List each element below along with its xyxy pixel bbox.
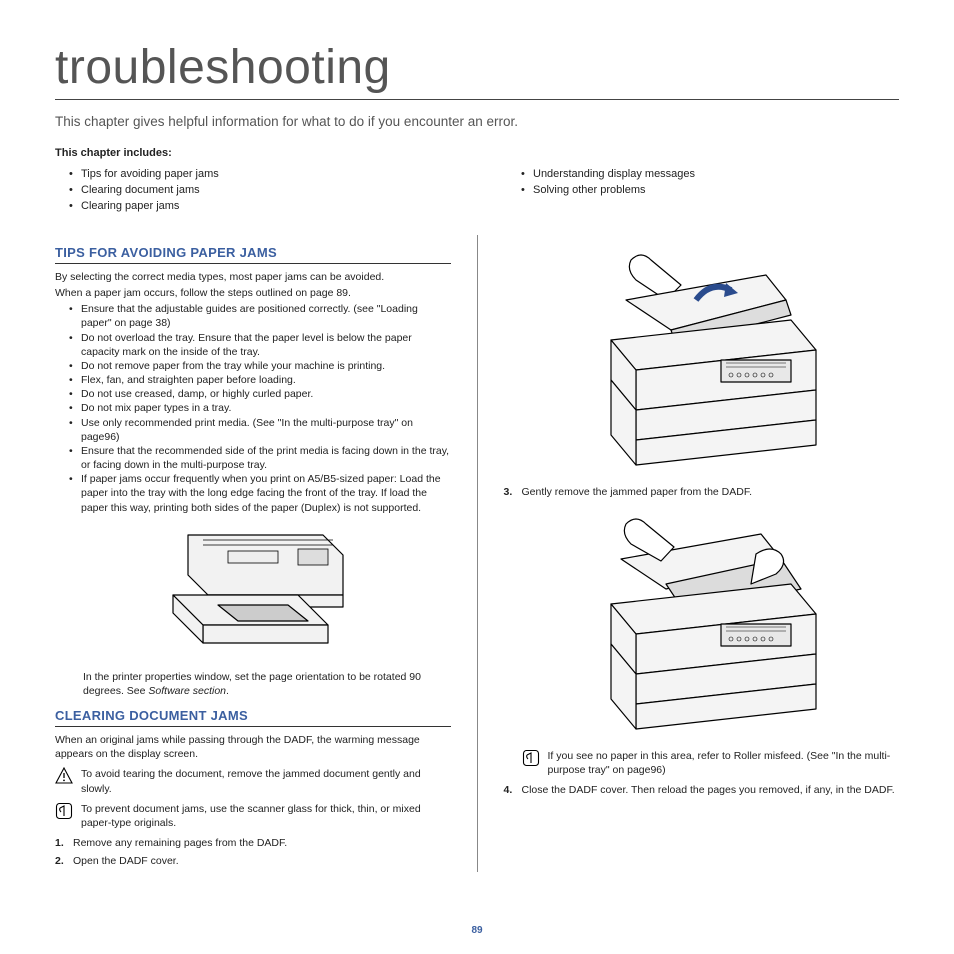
toc-col-left: Tips for avoiding paper jams Clearing do… [55,167,447,215]
info-text: To prevent document jams, use the scanne… [81,802,451,830]
toc-item: Understanding display messages [521,167,899,183]
left-column: TIPS FOR AVOIDING PAPER JAMS By selectin… [55,235,451,873]
step-number: 1. [55,836,64,850]
info-icon [55,802,73,820]
tips-bullet: Flex, fan, and straighten paper before l… [69,373,451,387]
info-icon [522,749,540,767]
warning-text: To avoid tearing the document, remove th… [81,767,451,795]
step-item: 1. Remove any remaining pages from the DA… [55,836,451,850]
tips-bullet: Ensure that the recommended side of the … [69,444,451,472]
info-note-right: If you see no paper in this area, refer … [504,749,900,777]
step-4-list: 4. Close the DADF cover. Then reload the … [504,783,900,797]
section-heading-tips: TIPS FOR AVOIDING PAPER JAMS [55,245,451,264]
toc-item: Tips for avoiding paper jams [69,167,447,183]
dadf-open-illustration [556,245,846,475]
clearing-steps-left: 1. Remove any remaining pages from the DA… [55,836,451,868]
right-column: 3. Gently remove the jammed paper from th… [504,235,900,873]
step-text: Remove any remaining pages from the DADF… [73,837,287,849]
tips-bullet: Do not mix paper types in a tray. [69,401,451,415]
dadf-remove-illustration [556,509,846,739]
tips-bullet: Use only recommended print media. (See "… [69,416,451,444]
warning-note: To avoid tearing the document, remove th… [55,767,451,795]
page-number: 89 [0,925,954,936]
step-item: 2. Open the DADF cover. [55,854,451,868]
step-item: 3. Gently remove the jammed paper from th… [504,485,900,499]
info-text-right: If you see no paper in this area, refer … [548,749,900,777]
figure-dadf-open [504,245,900,475]
column-divider [477,235,478,873]
caption-text-italic: Software section [148,685,226,697]
step-text: Open the DADF cover. [73,855,179,867]
step-text: Gently remove the jammed paper from the … [522,486,753,498]
step-number: 2. [55,854,64,868]
content-columns: TIPS FOR AVOIDING PAPER JAMS By selectin… [55,235,899,873]
caption-text-a: In the printer properties window, set th… [83,671,421,697]
step-3-list: 3. Gently remove the jammed paper from th… [504,485,900,499]
info-note: To prevent document jams, use the scanne… [55,802,451,830]
section-heading-clearing: CLEARING DOCUMENT JAMS [55,708,451,727]
printer-tray-illustration [148,525,358,660]
chapter-intro: This chapter gives helpful information f… [55,114,899,129]
figure-printer-tray [55,525,451,660]
caption-text-c: . [226,685,229,697]
warning-icon [55,767,73,785]
tips-bullet: Do not remove paper from the tray while … [69,359,451,373]
figure-dadf-remove-paper [504,509,900,739]
step-text: Close the DADF cover. Then reload the pa… [522,784,895,796]
toc-row: Tips for avoiding paper jams Clearing do… [55,167,899,215]
page-title: troubleshooting [55,40,899,100]
step-item: 4. Close the DADF cover. Then reload the … [504,783,900,797]
toc-item: Solving other problems [521,183,899,199]
clearing-intro: When an original jams while passing thro… [55,733,451,761]
tips-bullet-list: Ensure that the adjustable guides are po… [55,302,451,515]
tips-bullet: If paper jams occur frequently when you … [69,472,451,515]
toc-item: Clearing paper jams [69,199,447,215]
tips-bullet: Do not overload the tray. Ensure that th… [69,331,451,359]
includes-label: This chapter includes: [55,147,899,159]
tips-bullet: Do not use creased, damp, or highly curl… [69,387,451,401]
figure-caption: In the printer properties window, set th… [55,670,451,698]
step-number: 4. [504,783,513,797]
step-number: 3. [504,485,513,499]
tips-bullet: Ensure that the adjustable guides are po… [69,302,451,330]
tips-intro-2: When a paper jam occurs, follow the step… [55,286,451,300]
toc-item: Clearing document jams [69,183,447,199]
tips-intro-1: By selecting the correct media types, mo… [55,270,451,284]
toc-col-right: Understanding display messages Solving o… [507,167,899,215]
